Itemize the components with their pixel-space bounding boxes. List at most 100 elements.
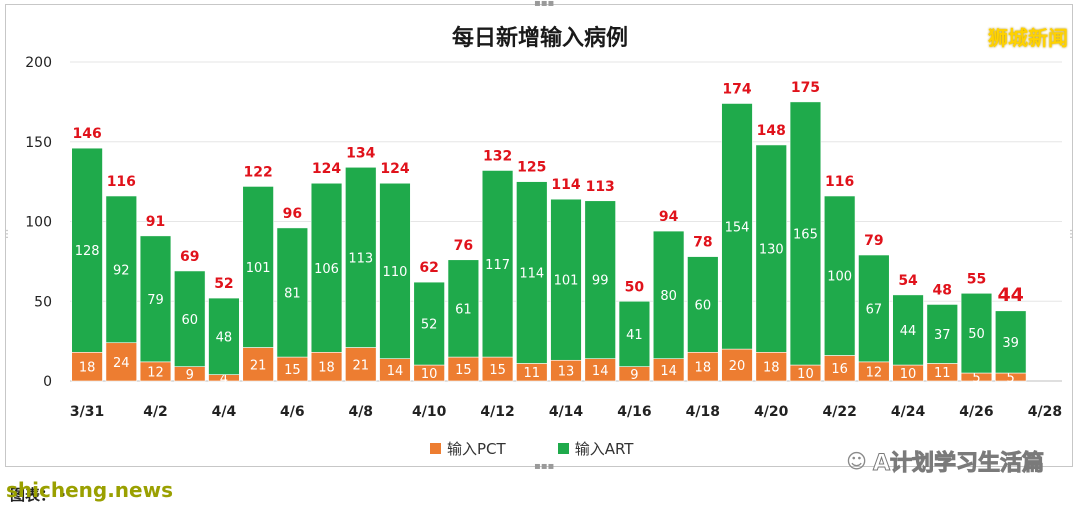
x-tick-label: 4/26 <box>959 404 993 420</box>
total-label: 69 <box>180 249 199 265</box>
bar-segment <box>71 351 103 382</box>
total-label: 54 <box>898 273 918 289</box>
bar-segment <box>926 304 958 364</box>
data-label: 67 <box>866 302 883 317</box>
data-label: 4 <box>220 372 228 387</box>
data-label: 14 <box>592 364 609 379</box>
data-label: 9 <box>186 368 194 383</box>
x-tick-label: 4/8 <box>348 404 373 420</box>
data-label: 15 <box>455 363 472 378</box>
total-label: 146 <box>72 126 101 142</box>
bar-segment <box>516 181 548 364</box>
total-label: 122 <box>244 164 273 180</box>
data-label: 24 <box>113 356 130 371</box>
total-label: 50 <box>625 279 645 295</box>
total-label: 91 <box>146 214 165 230</box>
data-label: 44 <box>900 324 917 339</box>
total-label: 134 <box>346 145 375 161</box>
total-label: 55 <box>967 271 986 287</box>
bar-segment <box>652 230 685 359</box>
legend-swatch-art <box>557 443 569 454</box>
total-label: 78 <box>693 235 712 251</box>
bar-segment <box>481 170 514 358</box>
data-label: 60 <box>181 313 198 328</box>
legend-label-art: 输入ART <box>574 440 634 458</box>
data-label: 21 <box>352 358 369 373</box>
data-label: 13 <box>558 365 575 380</box>
x-tick-label: 4/2 <box>143 404 168 420</box>
y-tick-label: 0 <box>43 374 52 390</box>
x-tick-label: 4/22 <box>822 404 856 420</box>
bar-segment <box>139 235 172 363</box>
total-label: 79 <box>864 233 883 249</box>
x-tick-label: 4/14 <box>549 404 584 420</box>
chart-title: 每日新增输入病例 <box>451 26 628 51</box>
total-label: 124 <box>380 161 409 177</box>
resize-handle-right[interactable]: ⋮ <box>1066 229 1076 240</box>
data-label: 41 <box>626 328 643 343</box>
data-label: 61 <box>455 302 472 317</box>
total-label: 76 <box>454 238 473 254</box>
total-label: 148 <box>757 123 786 139</box>
resize-handle-bottom[interactable]: ▪▪▪ <box>534 461 555 472</box>
y-tick-label: 200 <box>25 55 52 71</box>
data-label: 79 <box>147 293 164 308</box>
total-label: 114 <box>551 177 580 193</box>
bar-segment <box>413 281 445 366</box>
source-watermark: shicheng.news <box>6 478 173 502</box>
data-label: 110 <box>383 265 408 280</box>
data-label: 16 <box>831 362 848 377</box>
data-label: 154 <box>725 220 750 235</box>
x-tick-label: 4/28 <box>1028 404 1062 420</box>
data-label: 14 <box>660 364 677 379</box>
wechat-account-label: A计划学习生活篇 <box>872 451 1044 477</box>
data-label: 130 <box>759 243 784 258</box>
bar-segment <box>71 147 103 353</box>
legend-swatch-pct <box>430 443 441 454</box>
data-label: 80 <box>660 289 677 304</box>
bar-segment <box>379 182 411 359</box>
total-label: 62 <box>419 260 438 276</box>
resize-handle-left[interactable]: ⋮ <box>2 229 12 240</box>
bar-segment <box>242 347 274 382</box>
x-tick-label: 4/10 <box>412 404 447 420</box>
total-label: 174 <box>722 81 751 97</box>
data-label: 113 <box>348 251 373 266</box>
total-label: 52 <box>214 276 233 292</box>
data-label: 11 <box>524 366 541 381</box>
x-tick-label: 3/31 <box>70 404 104 420</box>
bar-segment <box>858 254 890 363</box>
data-label: 81 <box>284 286 301 301</box>
total-label: 116 <box>107 174 136 190</box>
x-tick-label: 4/24 <box>891 404 926 420</box>
legend-item-art: 输入ART <box>557 438 634 459</box>
total-label: 175 <box>791 80 820 96</box>
bar-segment <box>823 195 856 356</box>
data-label: 165 <box>793 227 818 242</box>
legend-label-pct: 输入PCT <box>447 440 506 458</box>
data-label: 101 <box>554 274 579 289</box>
bar-segment <box>584 200 616 359</box>
data-label: 5 <box>1007 371 1015 386</box>
data-label: 99 <box>592 274 609 289</box>
data-label: 10 <box>421 367 438 382</box>
bar-segment <box>789 101 822 366</box>
resize-handle-top[interactable]: ▪▪▪ <box>534 0 555 9</box>
bar-segment <box>105 342 138 382</box>
chart-legend: 输入PCT 输入ART <box>430 438 633 459</box>
total-label: 94 <box>659 209 679 225</box>
bar-segment <box>345 166 377 348</box>
x-tick-label: 4/6 <box>280 404 305 420</box>
wechat-account: ☺ A计划学习生活篇 <box>846 445 1044 477</box>
bar-segment <box>174 270 206 367</box>
total-label: 96 <box>283 206 302 222</box>
data-label: 39 <box>1002 336 1019 351</box>
x-tick-label: 4/12 <box>480 404 514 420</box>
wechat-icon: ☺ <box>846 449 867 473</box>
bar-segment <box>447 259 480 358</box>
x-tick-label: 4/20 <box>754 404 789 420</box>
data-label: 12 <box>147 365 164 380</box>
data-label: 9 <box>630 368 638 383</box>
data-label: 18 <box>79 361 96 376</box>
